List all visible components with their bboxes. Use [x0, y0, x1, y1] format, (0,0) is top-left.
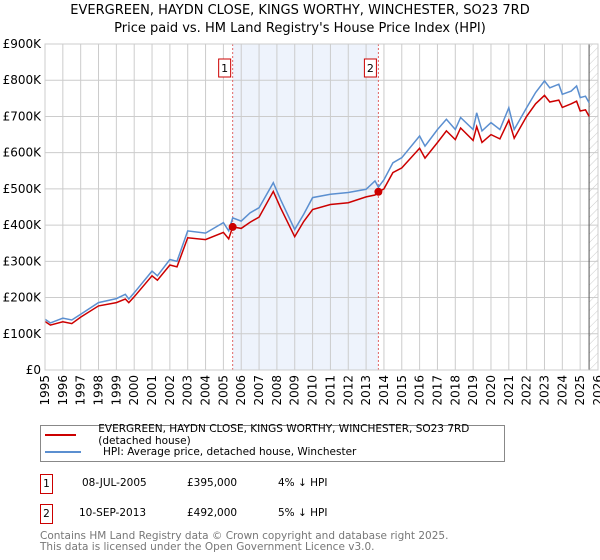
x-tick-label: 2012 — [341, 375, 355, 406]
legend-swatch-red — [45, 434, 77, 436]
plot-frame — [44, 43, 599, 371]
y-tick-label: £600K — [3, 146, 43, 160]
x-tick-label: 2009 — [288, 375, 302, 406]
price-chart: 1995 1996 1997 1998 1999 2000 2001 2002 2003 2004… — [3, 37, 600, 406]
x-tick-label: 2018 — [448, 375, 462, 406]
x-tick-label: 2015 — [395, 375, 409, 406]
chart-title: EVERGREEN, HAYDN CLOSE, KINGS WORTHY, WI… — [70, 3, 530, 18]
x-tick-label: 2007 — [252, 375, 266, 406]
x-tick-label: 1996 — [56, 375, 70, 406]
legend-item-property: EVERGREEN, HAYDN CLOSE, KINGS WORTHY, WI… — [41, 423, 504, 447]
x-tick-label: 1999 — [109, 375, 123, 406]
sale-point — [228, 222, 237, 231]
transaction-date: 10-SEP-2013 — [79, 507, 147, 519]
x-tick-label: 2026 — [591, 375, 600, 406]
x-tick-label: 2025 — [573, 375, 587, 406]
annotation-label: 1 — [221, 62, 228, 75]
x-tick-label: 2017 — [430, 375, 444, 406]
x-tick-label: 2011 — [323, 375, 337, 406]
annotation-label: 2 — [367, 62, 374, 75]
x-tick-label: 2022 — [520, 375, 534, 406]
annotation-box — [218, 58, 232, 78]
legend-label-hpi: HPI: Average price, detached house, Winc… — [103, 446, 357, 458]
x-tick-label: 2023 — [537, 375, 551, 406]
sale-point — [374, 187, 383, 196]
x-tick-label: 2020 — [484, 375, 498, 406]
legend-swatch-blue — [45, 451, 81, 453]
transaction-number: 2 — [40, 504, 53, 524]
x-tick-label: 1998 — [92, 375, 106, 406]
x-tick-label: 2003 — [181, 375, 195, 406]
highlight-band — [232, 44, 379, 370]
x-tick-label: 2014 — [377, 375, 391, 406]
x-tick-label: 2008 — [270, 375, 284, 406]
x-tick-label: 1995 — [38, 375, 52, 406]
y-tick-label: £100K — [3, 327, 43, 341]
y-tick-label: £700K — [3, 109, 43, 123]
x-tick-label: 2004 — [199, 375, 213, 406]
footer-copyright: Contains HM Land Registry data © Crown c… — [40, 530, 449, 542]
x-tick-label: 2001 — [145, 375, 159, 406]
legend-label-property: EVERGREEN, HAYDN CLOSE, KINGS WORTHY, WI… — [98, 423, 470, 447]
x-tick-label: 2002 — [163, 375, 177, 406]
y-tick-label: £0 — [26, 363, 41, 377]
y-tick-label: £800K — [3, 73, 43, 87]
x-tick-label: 2005 — [216, 375, 230, 406]
y-tick-label: £900K — [3, 37, 43, 51]
y-tick-label: £500K — [3, 182, 43, 196]
legend: EVERGREEN, HAYDN CLOSE, KINGS WORTHY, WI… — [40, 423, 505, 462]
chart-subtitle: Price paid vs. HM Land Registry's House … — [114, 21, 486, 36]
x-tick-label: 2016 — [413, 375, 427, 406]
x-tick-label: 2021 — [502, 375, 516, 406]
price-paid-line — [44, 94, 590, 326]
x-tick-label: 2024 — [555, 375, 569, 406]
annotation-box — [363, 58, 377, 78]
legend-item-hpi: HPI: Average price, detached house, Winc… — [41, 444, 356, 460]
y-tick-label: £400K — [3, 218, 43, 232]
x-tick-label: 2013 — [359, 375, 373, 406]
hpi-line — [44, 79, 590, 324]
x-tick-label: 2019 — [466, 375, 480, 406]
footer-licence: This data is licensed under the Open Gov… — [40, 541, 375, 553]
x-tick-label: 2010 — [306, 375, 320, 406]
x-tick-label: 1997 — [74, 375, 88, 406]
y-tick-label: £300K — [3, 254, 43, 268]
transaction-delta: 4% ↓ HPI — [278, 477, 328, 489]
transaction-date: 08-JUL-2005 — [82, 477, 147, 489]
transaction-number: 1 — [40, 474, 53, 494]
y-tick-label: £200K — [3, 291, 43, 305]
x-tick-label: 2000 — [127, 375, 141, 406]
footer: Contains HM Land Registry data © Crown c… — [40, 531, 448, 553]
transaction-delta: 5% ↓ HPI — [278, 507, 328, 519]
transaction-price: £492,000 — [187, 507, 238, 519]
transaction-price: £395,000 — [187, 477, 238, 489]
future-hatch — [589, 44, 598, 370]
x-tick-label: 2006 — [234, 375, 248, 406]
